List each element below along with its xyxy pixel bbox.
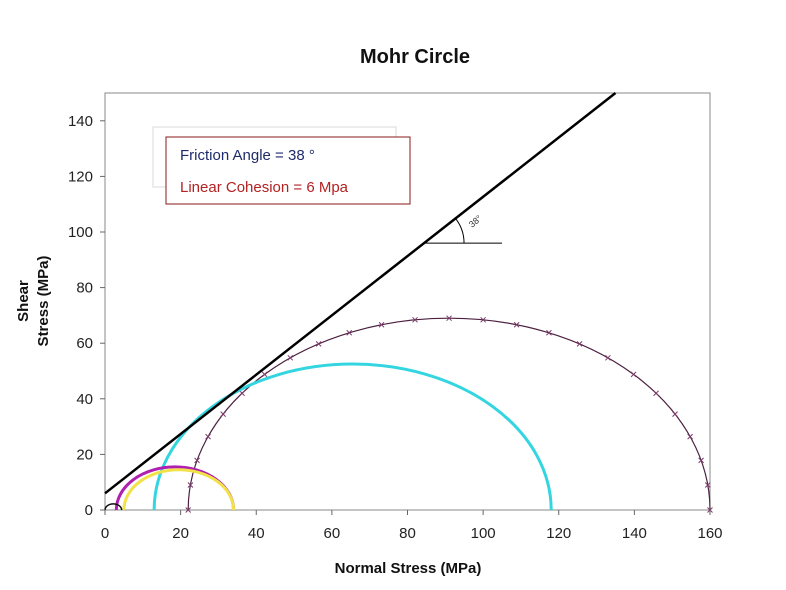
y-tick-label: 120 bbox=[68, 168, 93, 185]
circle-marker bbox=[412, 316, 418, 323]
x-tick-label: 20 bbox=[172, 525, 189, 542]
circle-marker bbox=[605, 354, 611, 361]
circle-marker bbox=[346, 329, 353, 336]
y-axis-label-line-2: Stress (MPa) bbox=[35, 256, 52, 347]
mohr-circles bbox=[104, 315, 713, 513]
failure-envelope bbox=[104, 92, 617, 495]
circle-marker bbox=[480, 316, 487, 323]
circle-marker bbox=[187, 482, 194, 488]
circle-marker bbox=[194, 457, 200, 464]
circle-marker bbox=[576, 341, 583, 347]
circle-marker bbox=[546, 329, 552, 336]
y-tick-label: 100 bbox=[68, 224, 93, 241]
circle-marker bbox=[653, 390, 659, 397]
mohr-circle-yellow bbox=[122, 468, 236, 511]
x-tick-label: 60 bbox=[324, 525, 341, 542]
legend-friction-angle: Friction Angle = 38 ° bbox=[180, 147, 315, 164]
legend-box bbox=[165, 136, 411, 205]
x-tick-label: 140 bbox=[622, 525, 647, 542]
legend-linear-cohesion: Linear Cohesion = 6 Mpa bbox=[180, 179, 349, 196]
mohr-circle-small bbox=[104, 503, 123, 511]
y-tick-label: 0 bbox=[85, 502, 93, 519]
circle-marker bbox=[446, 315, 452, 322]
circle-marker bbox=[261, 371, 268, 378]
y-axis-label-line-1: Shear bbox=[15, 280, 32, 322]
circle-marker bbox=[704, 482, 711, 488]
x-tick-label: 0 bbox=[101, 525, 109, 542]
circle-marker bbox=[287, 354, 294, 361]
chart-title: Mohr Circle bbox=[360, 46, 470, 68]
x-tick-label: 100 bbox=[471, 525, 496, 542]
angle-arc bbox=[455, 218, 465, 244]
circle-marker bbox=[698, 457, 704, 464]
circle-marker bbox=[205, 433, 211, 440]
circle-marker bbox=[672, 411, 678, 417]
circle-marker bbox=[513, 321, 520, 328]
legend: Friction Angle = 38 ° Linear Cohesion = … bbox=[152, 126, 411, 205]
circle-marker bbox=[185, 507, 192, 513]
y-tick-label: 40 bbox=[76, 391, 93, 408]
mohr-circle-cyan bbox=[152, 362, 553, 511]
circle-marker bbox=[687, 433, 693, 440]
x-tick-label: 80 bbox=[399, 525, 416, 542]
x-tick-label: 160 bbox=[697, 525, 722, 542]
x-tick-label: 120 bbox=[546, 525, 571, 542]
y-tick-label: 20 bbox=[76, 446, 93, 463]
y-tick-label: 140 bbox=[68, 113, 93, 130]
circle-marker bbox=[239, 390, 245, 397]
y-axis-ticks: 0 20 40 60 80 100 120 140 bbox=[68, 113, 105, 519]
circle-marker bbox=[220, 411, 226, 417]
y-tick-label: 80 bbox=[76, 280, 93, 297]
circle-marker bbox=[315, 341, 322, 347]
circle-marker bbox=[630, 371, 637, 378]
x-axis-label: Normal Stress (MPa) bbox=[335, 560, 482, 577]
circle-marker bbox=[378, 321, 385, 328]
x-axis-ticks: 0 20 40 60 80 100 120 140 160 bbox=[101, 510, 723, 542]
failure-envelope-line bbox=[104, 92, 617, 495]
x-tick-label: 40 bbox=[248, 525, 265, 542]
y-tick-label: 60 bbox=[76, 335, 93, 352]
